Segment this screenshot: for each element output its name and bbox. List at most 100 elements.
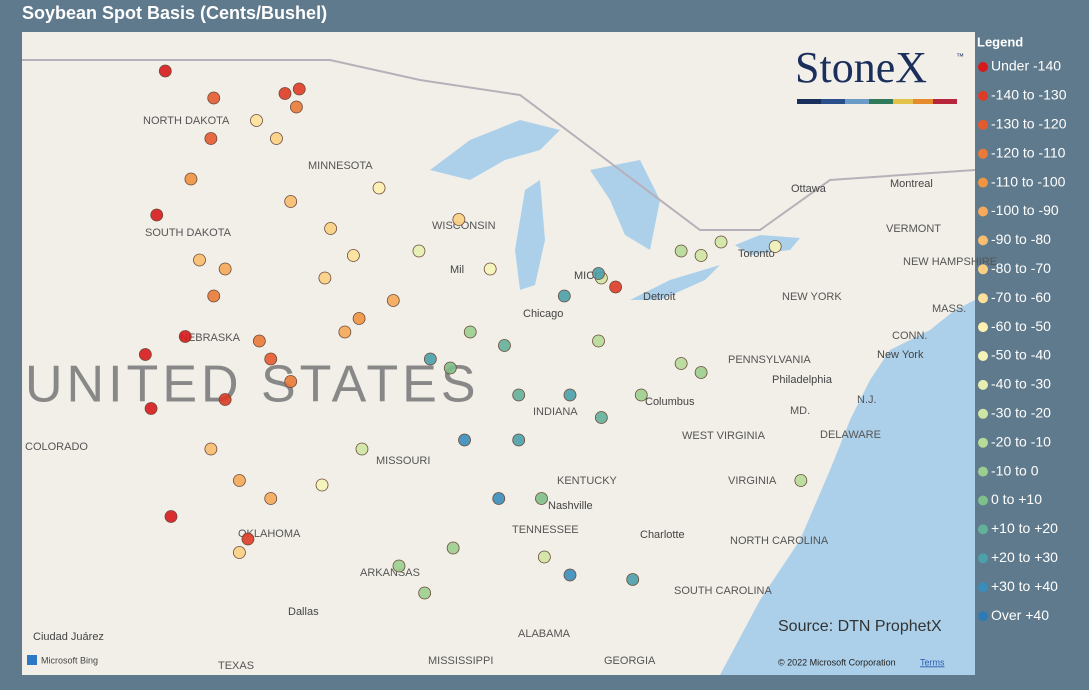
- map-label: Ciudad Juárez: [33, 631, 104, 643]
- legend-swatch: [978, 553, 988, 564]
- legend-label: Under -140: [991, 58, 1061, 74]
- map-label: TEXAS: [218, 660, 254, 672]
- price-point: [252, 334, 266, 348]
- legend-label: +30 to +40: [991, 578, 1058, 594]
- price-point: [458, 433, 471, 447]
- logo-stripe: [869, 99, 893, 104]
- price-point: [204, 132, 218, 145]
- terms-link[interactable]: Terms: [920, 657, 945, 667]
- legend-label: -100 to -90: [991, 202, 1059, 218]
- legend-swatch: [978, 466, 988, 477]
- price-point: [207, 289, 221, 303]
- price-point: [392, 559, 406, 573]
- legend-swatch: [978, 62, 988, 72]
- price-point: [794, 474, 808, 487]
- price-point: [264, 492, 278, 505]
- legend-swatch: [978, 293, 988, 304]
- map-label: NORTH DAKOTA: [143, 115, 230, 127]
- lake-michigan: [515, 180, 545, 290]
- legend-label: -140 to -130: [991, 87, 1067, 103]
- price-point: [218, 262, 232, 276]
- map-label: DELAWARE: [820, 429, 881, 441]
- map-label: Detroit: [643, 291, 675, 303]
- legend-swatch: [978, 264, 988, 275]
- logo-stripe: [933, 99, 957, 104]
- copyright: © 2022 Microsoft Corporation: [778, 657, 896, 667]
- map-label: Ottawa: [791, 183, 827, 195]
- map-label: ALABAMA: [518, 628, 571, 640]
- price-point: [535, 492, 548, 505]
- price-point: [512, 433, 526, 447]
- logo-stripe: [845, 99, 869, 104]
- legend-label: -130 to -120: [991, 116, 1067, 132]
- legend-label: -110 to -100: [991, 173, 1066, 189]
- map-label: UNITED STATES: [25, 356, 480, 414]
- legend-swatch: [978, 611, 988, 622]
- map-label: GEORGIA: [604, 655, 656, 667]
- map-label: NEBRASKA: [180, 332, 241, 344]
- map-label: COLORADO: [25, 441, 88, 453]
- price-point: [207, 91, 221, 105]
- map-label: Toronto: [738, 248, 775, 260]
- bing-icon: [27, 655, 37, 665]
- logo-text: StoneX: [795, 43, 927, 92]
- legend-label: -10 to 0: [991, 462, 1039, 478]
- map-label: Nashville: [548, 500, 593, 512]
- price-point: [158, 64, 172, 78]
- price-point: [292, 82, 306, 96]
- lake-superior: [430, 120, 560, 180]
- map-label: MISSOURI: [376, 455, 430, 467]
- price-point: [232, 474, 246, 487]
- price-point: [352, 312, 366, 325]
- price-point: [694, 249, 708, 262]
- legend-swatch: [978, 408, 988, 419]
- price-point: [264, 352, 278, 366]
- price-point: [318, 271, 332, 285]
- legend-label: -20 to -10: [991, 433, 1051, 449]
- price-point: [609, 280, 622, 294]
- map-label: Philadelphia: [772, 374, 833, 386]
- map-label: Dallas: [288, 606, 319, 618]
- legend-swatch: [978, 322, 988, 333]
- logo-stripe: [821, 99, 845, 104]
- map: NORTH DAKOTA MINNESOTA SOUTH DAKOTA WISCONS…: [22, 32, 997, 675]
- map-label: MISSISSIPPI: [428, 655, 493, 667]
- price-point: [218, 393, 232, 406]
- map-label: Montreal: [890, 178, 933, 190]
- map-label: NORTH CAROLINA: [730, 535, 829, 547]
- price-point: [289, 100, 303, 114]
- map-label: New York: [877, 349, 924, 361]
- price-point: [138, 348, 152, 361]
- logo-stripe: [893, 99, 913, 104]
- price-point: [512, 388, 526, 402]
- price-point: [674, 357, 688, 370]
- price-point: [241, 532, 255, 546]
- price-point: [315, 478, 329, 492]
- legend-label: -60 to -50: [991, 318, 1051, 334]
- legend-swatch: [978, 437, 988, 448]
- map-label: SOUTH CAROLINA: [674, 585, 772, 597]
- price-point: [423, 352, 437, 366]
- lake-ontario: [735, 235, 800, 255]
- price-point: [372, 181, 386, 195]
- map-label: VERMONT: [886, 223, 941, 235]
- price-point: [144, 402, 158, 415]
- price-point: [386, 294, 400, 307]
- map-label: ARKANSAS: [360, 567, 420, 579]
- price-point: [483, 262, 497, 276]
- price-point: [498, 339, 511, 352]
- price-point: [278, 87, 292, 100]
- lake-huron: [590, 160, 660, 250]
- price-point: [626, 573, 640, 586]
- map-label: WISCONSIN: [432, 220, 496, 232]
- ocean: [720, 300, 975, 675]
- legend-label: -80 to -70: [991, 260, 1051, 276]
- price-point: [178, 330, 192, 343]
- price-point: [492, 492, 506, 505]
- price-point: [270, 132, 283, 145]
- price-point: [634, 388, 648, 402]
- logo-stripe: [913, 99, 933, 104]
- provider: Microsoft Bing: [41, 655, 98, 665]
- price-point: [204, 442, 218, 456]
- border: [22, 59, 976, 231]
